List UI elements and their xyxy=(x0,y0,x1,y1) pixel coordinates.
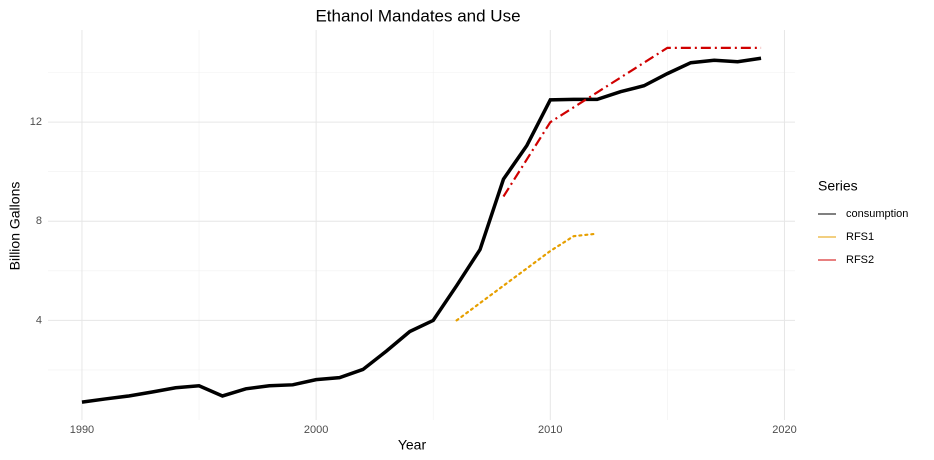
y-tick-label: 12 xyxy=(30,116,42,128)
legend-label: RFS2 xyxy=(846,254,874,266)
legend-title: Series xyxy=(818,178,858,194)
series-line xyxy=(502,46,762,198)
series-line xyxy=(455,232,599,322)
chart-title: Ethanol Mandates and Use xyxy=(315,6,520,25)
series-line xyxy=(81,56,762,404)
x-axis-label: Year xyxy=(398,437,427,453)
y-axis-label: Billion Gallons xyxy=(7,182,23,271)
legend-label: consumption xyxy=(846,208,908,220)
x-tick-label: 2000 xyxy=(304,424,328,436)
y-tick-label: 8 xyxy=(36,215,42,227)
x-tick-label: 2010 xyxy=(538,424,562,436)
x-tick-label: 2020 xyxy=(772,424,796,436)
legend-label: RFS1 xyxy=(846,231,874,243)
x-tick-label: 1990 xyxy=(70,424,94,436)
y-tick-label: 4 xyxy=(36,314,42,326)
